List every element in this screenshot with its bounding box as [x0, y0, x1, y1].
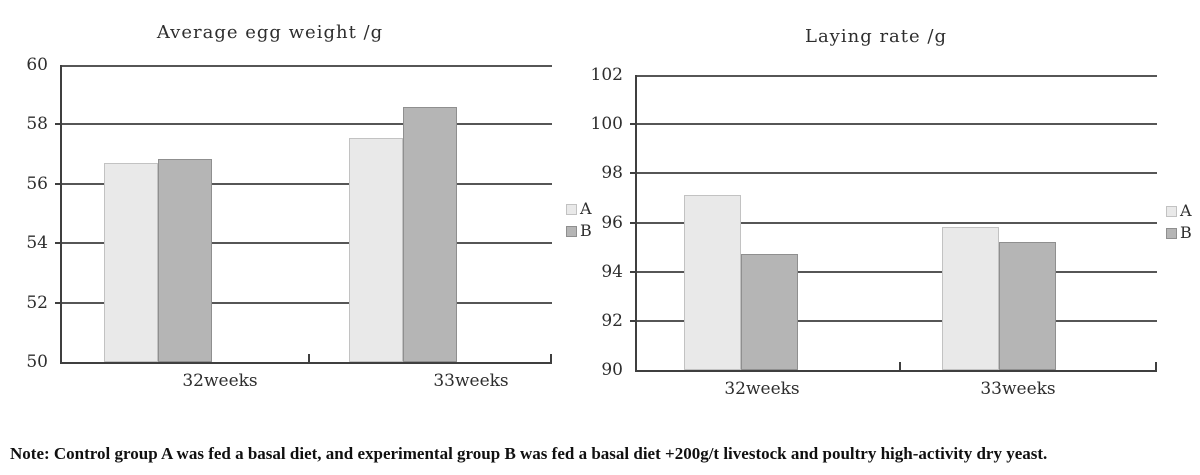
- y-axis-tick-label: 92: [601, 311, 623, 331]
- x-axis-tick-mark: [308, 354, 310, 362]
- gridline: [637, 271, 1157, 273]
- y-axis-tick-label: 98: [601, 163, 623, 183]
- bar-series-b: [741, 254, 798, 370]
- gridline: [637, 172, 1157, 174]
- x-axis-category-label: 32weeks: [724, 379, 800, 399]
- x-axis-category-label: 33weeks: [980, 379, 1056, 399]
- bar-series-a: [942, 227, 999, 370]
- x-axis-category-label: 33weeks: [433, 371, 509, 391]
- legend-item-a: A: [566, 201, 592, 217]
- y-axis-tick-label: 56: [26, 174, 48, 194]
- y-axis-tick-mark: [630, 271, 635, 273]
- y-axis-tick-mark: [630, 123, 635, 125]
- plot-area: [55, 65, 552, 364]
- y-axis-tick-mark: [630, 172, 635, 174]
- y-axis-tick-label: 102: [590, 65, 623, 85]
- x-axis-tick-mark: [899, 362, 901, 370]
- legend-label-a: A: [1180, 201, 1192, 220]
- bar-series-a: [349, 138, 403, 362]
- x-axis-tick-mark: [550, 354, 552, 362]
- y-axis-tick-label: 90: [601, 360, 623, 380]
- chart-title: Laying rate /g: [805, 26, 947, 47]
- y-axis-tick-label: 94: [601, 262, 623, 282]
- legend-swatch-b: [566, 225, 577, 237]
- x-axis-tick-mark: [1155, 362, 1157, 370]
- legend-label-b: B: [1180, 223, 1192, 242]
- bar-series-b: [999, 242, 1056, 370]
- gridline: [637, 123, 1157, 125]
- y-axis-tick-mark: [55, 302, 60, 304]
- legend-swatch-a: [1166, 205, 1177, 217]
- legend-label-a: A: [580, 199, 592, 218]
- legend-swatch-a: [566, 203, 577, 215]
- gridline: [62, 123, 552, 125]
- gridline: [62, 183, 552, 185]
- y-axis-tick-label: 58: [26, 114, 48, 134]
- gridline: [637, 222, 1157, 224]
- gridline: [62, 65, 552, 67]
- legend-item-b: B: [566, 223, 592, 239]
- y-axis-tick-mark: [630, 320, 635, 322]
- plot-area: [630, 75, 1157, 372]
- gridline: [637, 75, 1157, 77]
- bar-series-a: [104, 163, 158, 362]
- y-axis-tick-label: 60: [26, 55, 48, 75]
- chart-title: Average egg weight /g: [156, 22, 384, 43]
- gridline: [62, 242, 552, 244]
- gridline: [62, 302, 552, 304]
- legend-item-b: B: [1166, 225, 1192, 241]
- bar-series-b: [403, 107, 457, 362]
- y-axis-tick-mark: [55, 242, 60, 244]
- bar-series-a: [684, 195, 741, 370]
- y-axis-tick-mark: [630, 222, 635, 224]
- y-axis-tick-label: 96: [601, 213, 623, 233]
- note-text: Note: Control group A was fed a basal di…: [10, 444, 1048, 463]
- gridline: [637, 320, 1157, 322]
- y-axis-tick-label: 50: [26, 352, 48, 372]
- legend-item-a: A: [1166, 203, 1192, 219]
- y-axis-tick-mark: [55, 123, 60, 125]
- bar-series-b: [158, 159, 212, 362]
- y-axis-tick-mark: [55, 183, 60, 185]
- y-axis-tick-label: 54: [26, 233, 48, 253]
- legend-swatch-b: [1166, 227, 1177, 239]
- legend-label-b: B: [580, 221, 592, 240]
- y-axis-tick-label: 100: [590, 114, 623, 134]
- x-axis-category-label: 32weeks: [182, 371, 258, 391]
- y-axis-tick-label: 52: [26, 293, 48, 313]
